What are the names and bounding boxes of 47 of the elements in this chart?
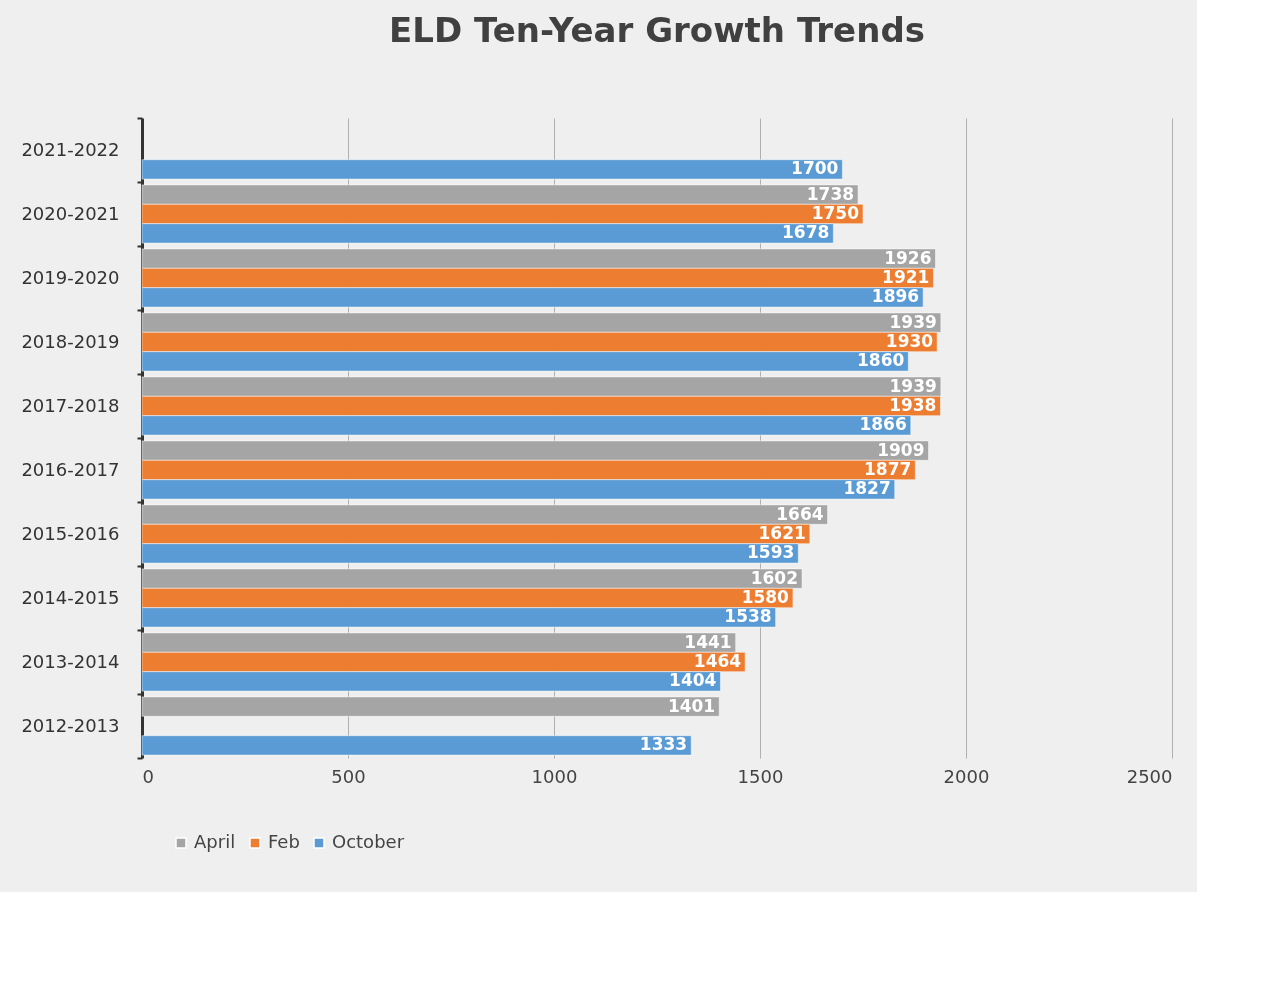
data-label: 1921 (882, 267, 930, 287)
y-tick-label: 2012-2013 (21, 714, 120, 736)
x-tick-label: 500 (331, 765, 366, 787)
data-label: 1464 (693, 651, 742, 671)
data-label: 1939 (889, 375, 937, 396)
data-label: 1896 (871, 286, 920, 307)
data-label: 1602 (750, 567, 799, 588)
legend-label: April (194, 831, 236, 852)
x-tick-label: 0 (142, 765, 154, 787)
y-tick-label: 2019-2020 (21, 266, 120, 288)
y-tick-label: 2020-2021 (21, 202, 120, 224)
y-tick-label: 2016-2017 (21, 458, 120, 480)
data-label: 1938 (889, 395, 937, 415)
data-label: 1401 (667, 695, 716, 716)
data-label: 1738 (806, 183, 855, 204)
data-label: 1866 (859, 414, 907, 435)
data-label: 1593 (746, 542, 795, 563)
y-tick-label: 2013-2014 (21, 650, 120, 672)
y-tick-label: 2021-2022 (21, 138, 120, 160)
data-label: 1333 (639, 734, 688, 755)
data-label: 1678 (782, 222, 830, 243)
x-tick-label: 1500 (737, 765, 784, 787)
data-label: 1930 (885, 331, 934, 351)
x-tick-label: 1000 (531, 765, 578, 787)
data-label: 1441 (684, 631, 732, 652)
data-label: 1700 (791, 158, 839, 179)
y-tick-label: 2018-2019 (21, 330, 120, 352)
data-label: 1664 (776, 503, 824, 524)
chart-title: ELD Ten-Year Growth Trends (389, 10, 925, 50)
x-tick-label: 2500 (1126, 765, 1173, 787)
data-label: 1877 (864, 459, 912, 479)
legend-label: Feb (268, 831, 300, 852)
data-label: 1538 (724, 606, 772, 627)
data-label: 1750 (811, 203, 860, 223)
data-label: 1909 (877, 439, 925, 460)
data-label: 1621 (758, 523, 806, 543)
legend-label: October (332, 831, 405, 852)
data-label: 1580 (741, 587, 790, 607)
y-tick-label: 2015-2016 (21, 522, 120, 544)
data-label: 1926 (884, 247, 932, 268)
data-label: 1827 (843, 478, 891, 499)
data-label: 1404 (669, 670, 717, 691)
data-label: 1860 (856, 350, 905, 371)
data-label: 1939 (889, 311, 937, 332)
y-tick-label: 2017-2018 (21, 394, 120, 416)
x-tick-label: 2000 (943, 765, 990, 787)
y-tick-label: 2014-2015 (21, 586, 120, 608)
